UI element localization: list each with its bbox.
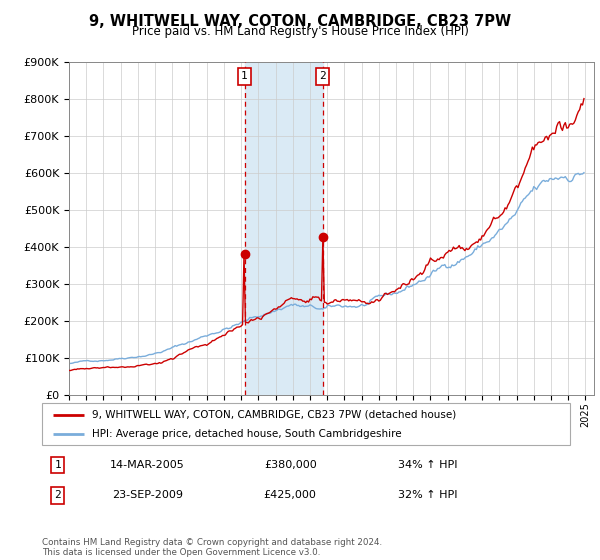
Text: £425,000: £425,000 [264, 491, 317, 501]
Text: 9, WHITWELL WAY, COTON, CAMBRIDGE, CB23 7PW: 9, WHITWELL WAY, COTON, CAMBRIDGE, CB23 … [89, 14, 511, 29]
Text: 1: 1 [241, 72, 248, 81]
FancyBboxPatch shape [42, 403, 570, 445]
Text: 34% ↑ HPI: 34% ↑ HPI [398, 460, 457, 470]
Text: 14-MAR-2005: 14-MAR-2005 [110, 460, 185, 470]
Text: 9, WHITWELL WAY, COTON, CAMBRIDGE, CB23 7PW (detached house): 9, WHITWELL WAY, COTON, CAMBRIDGE, CB23 … [92, 409, 457, 419]
Text: Price paid vs. HM Land Registry's House Price Index (HPI): Price paid vs. HM Land Registry's House … [131, 25, 469, 38]
Text: Contains HM Land Registry data © Crown copyright and database right 2024.
This d: Contains HM Land Registry data © Crown c… [42, 538, 382, 557]
Text: 2: 2 [319, 72, 326, 81]
Text: 23-SEP-2009: 23-SEP-2009 [112, 491, 183, 501]
Text: 2: 2 [55, 491, 61, 501]
Text: £380,000: £380,000 [264, 460, 317, 470]
Text: HPI: Average price, detached house, South Cambridgeshire: HPI: Average price, detached house, Sout… [92, 429, 402, 439]
Bar [245, 62, 323, 395]
Text: 32% ↑ HPI: 32% ↑ HPI [398, 491, 457, 501]
Text: 1: 1 [55, 460, 61, 470]
